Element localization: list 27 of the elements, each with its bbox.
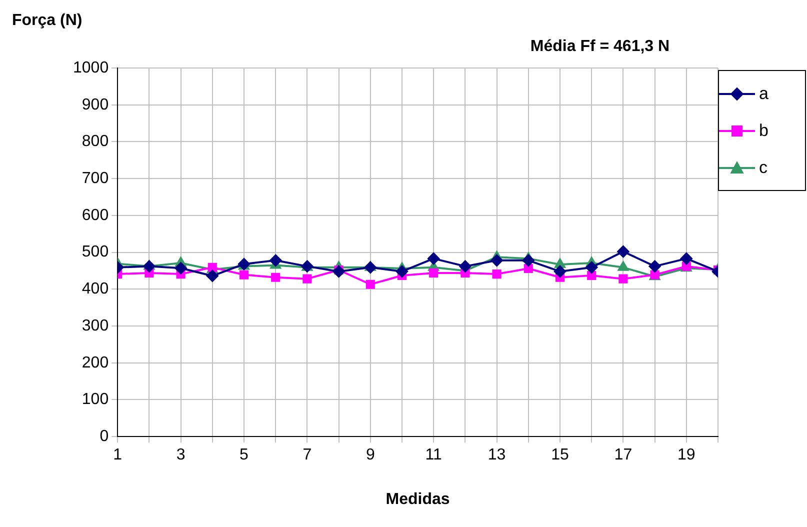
- x-tick-label: 15: [551, 446, 569, 464]
- y-tick-label: 100: [82, 391, 109, 408]
- y-tick-label: 400: [82, 280, 109, 298]
- y-tick-label: 700: [82, 170, 109, 187]
- x-tick-label: 17: [614, 446, 632, 464]
- chart-title: Média Ff = 461,3 N: [529, 38, 671, 56]
- y-tick-label: 800: [82, 133, 109, 150]
- y-tick-label: 200: [82, 354, 109, 372]
- y-axis-title: Força (N): [12, 12, 82, 30]
- x-tick-label: 3: [176, 446, 186, 464]
- x-tick-label: 11: [425, 446, 442, 464]
- y-tick-label: 900: [82, 96, 109, 114]
- x-tick-label: 7: [302, 446, 312, 464]
- x-axis-title: Medidas: [386, 490, 450, 508]
- legend-label: b: [759, 120, 768, 140]
- x-tick-label: 1: [113, 446, 122, 464]
- x-tick-label: 19: [678, 446, 696, 464]
- x-tick-label: 9: [366, 446, 375, 464]
- legend-label: c: [759, 158, 768, 178]
- y-tick-label: 500: [82, 244, 109, 261]
- y-tick-label: 1000: [73, 59, 109, 76]
- y-tick-label: 0: [100, 428, 109, 446]
- x-tick-label: 5: [240, 446, 249, 464]
- y-tick-label: 600: [82, 206, 109, 224]
- legend-label: a: [759, 84, 768, 104]
- x-tick-label: 13: [488, 446, 506, 464]
- y-tick-label: 300: [82, 317, 109, 334]
